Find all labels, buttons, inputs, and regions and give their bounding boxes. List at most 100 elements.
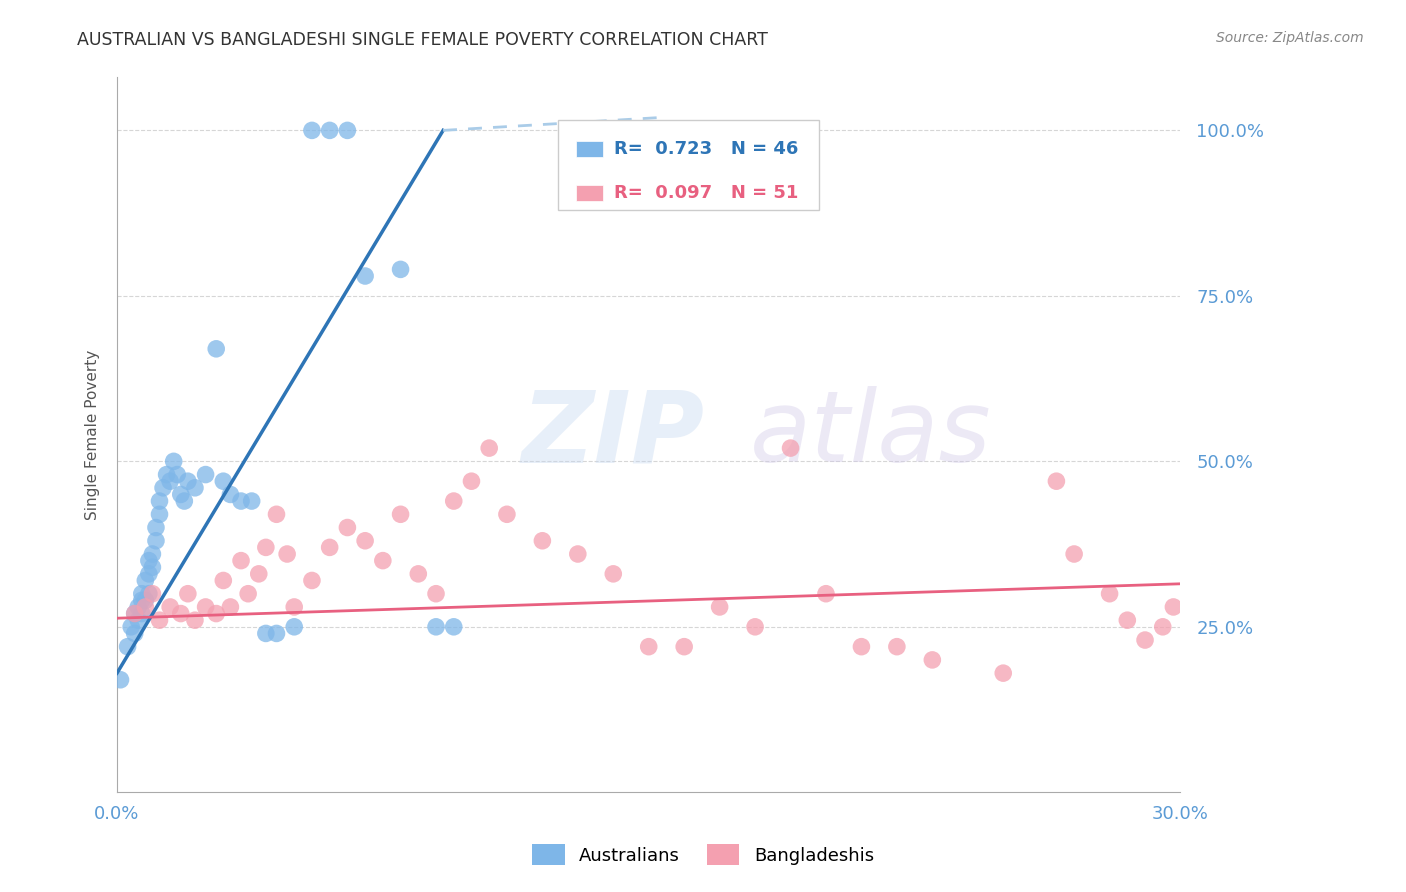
- Point: [134, 593, 156, 607]
- Point: [1133, 633, 1156, 648]
- Point: [184, 481, 207, 495]
- Point: [602, 566, 624, 581]
- Point: [163, 454, 186, 468]
- Point: [184, 613, 207, 627]
- Point: [120, 620, 142, 634]
- Point: [194, 599, 217, 614]
- Point: [110, 673, 132, 687]
- Legend: Australians, Bangladeshis: Australians, Bangladeshis: [523, 835, 883, 874]
- Point: [425, 620, 447, 634]
- Point: [443, 620, 465, 634]
- Point: [567, 547, 589, 561]
- Point: [354, 533, 377, 548]
- Point: [240, 494, 263, 508]
- Point: [236, 587, 259, 601]
- Point: [138, 587, 160, 601]
- Point: [851, 640, 873, 654]
- Bar: [576, 186, 603, 202]
- Point: [443, 494, 465, 508]
- Point: [496, 508, 519, 522]
- Point: [425, 587, 447, 601]
- Point: [1098, 587, 1121, 601]
- Point: [247, 566, 270, 581]
- Point: [159, 474, 181, 488]
- Point: [148, 508, 170, 522]
- Text: R=  0.097   N = 51: R= 0.097 N = 51: [614, 185, 799, 202]
- Point: [124, 607, 146, 621]
- Point: [254, 626, 277, 640]
- Bar: [576, 141, 603, 157]
- Point: [212, 474, 235, 488]
- Point: [141, 547, 163, 561]
- Point: [921, 653, 943, 667]
- Point: [1152, 620, 1174, 634]
- Point: [389, 262, 412, 277]
- Point: [170, 487, 193, 501]
- Point: [127, 613, 149, 627]
- Point: [148, 613, 170, 627]
- Point: [117, 640, 139, 654]
- Point: [134, 599, 156, 614]
- Point: [145, 533, 167, 548]
- Point: [166, 467, 188, 482]
- Point: [194, 467, 217, 482]
- Point: [229, 554, 252, 568]
- Point: [814, 587, 837, 601]
- Point: [389, 508, 412, 522]
- Text: R=  0.723   N = 46: R= 0.723 N = 46: [614, 140, 799, 158]
- Point: [159, 599, 181, 614]
- Point: [336, 123, 359, 137]
- Point: [152, 481, 174, 495]
- Point: [886, 640, 908, 654]
- Text: Source: ZipAtlas.com: Source: ZipAtlas.com: [1216, 31, 1364, 45]
- Point: [336, 520, 359, 534]
- Point: [173, 494, 195, 508]
- Point: [301, 123, 323, 137]
- Text: ZIP: ZIP: [522, 386, 704, 483]
- FancyBboxPatch shape: [558, 120, 818, 210]
- Point: [318, 541, 340, 555]
- Point: [1063, 547, 1085, 561]
- Point: [673, 640, 696, 654]
- Point: [138, 554, 160, 568]
- Point: [219, 599, 242, 614]
- Point: [131, 593, 153, 607]
- Point: [131, 607, 153, 621]
- Point: [779, 441, 801, 455]
- Point: [134, 574, 156, 588]
- Point: [478, 441, 501, 455]
- Point: [148, 494, 170, 508]
- Point: [205, 607, 228, 621]
- Point: [1116, 613, 1139, 627]
- Point: [283, 599, 305, 614]
- Point: [170, 607, 193, 621]
- Point: [283, 620, 305, 634]
- Point: [276, 547, 298, 561]
- Point: [371, 554, 394, 568]
- Point: [1163, 599, 1185, 614]
- Point: [266, 508, 288, 522]
- Point: [1045, 474, 1067, 488]
- Point: [205, 342, 228, 356]
- Point: [254, 541, 277, 555]
- Point: [141, 560, 163, 574]
- Point: [229, 494, 252, 508]
- Point: [219, 487, 242, 501]
- Point: [177, 587, 200, 601]
- Point: [637, 640, 659, 654]
- Point: [141, 587, 163, 601]
- Point: [301, 574, 323, 588]
- Point: [155, 467, 177, 482]
- Point: [993, 666, 1015, 681]
- Point: [354, 268, 377, 283]
- Point: [266, 626, 288, 640]
- Y-axis label: Single Female Poverty: Single Female Poverty: [86, 350, 100, 520]
- Text: AUSTRALIAN VS BANGLADESHI SINGLE FEMALE POVERTY CORRELATION CHART: AUSTRALIAN VS BANGLADESHI SINGLE FEMALE …: [77, 31, 768, 49]
- Point: [124, 626, 146, 640]
- Point: [131, 587, 153, 601]
- Point: [408, 566, 430, 581]
- Point: [744, 620, 766, 634]
- Point: [138, 566, 160, 581]
- Point: [460, 474, 482, 488]
- Point: [318, 123, 340, 137]
